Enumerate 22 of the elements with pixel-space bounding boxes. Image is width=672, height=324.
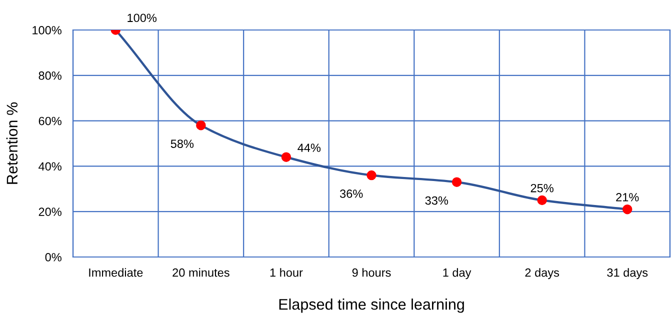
data-label: 44% [298,144,321,152]
y-tick-label: 80% [38,71,62,80]
x-tick-label: 9 hours [352,268,391,277]
data-label: 21% [616,193,639,202]
y-tick-label: 100% [32,26,62,34]
data-label: 25% [530,184,554,192]
x-axis-title: Elapsed time since learning [279,298,464,313]
x-tick-label: 20 minutes [172,268,230,277]
y-tick-label: 20% [38,208,62,216]
data-label: 36% [340,190,363,198]
y-tick-label: 0% [45,253,62,262]
x-tick-label: 2 days [525,268,560,280]
x-tick-label: 1 day [443,268,472,280]
y-axis-title: Retention % [6,102,18,184]
y-tick-label: 40% [38,162,62,171]
x-tick-label: 1 hour [270,268,303,277]
y-tick-label: 60% [38,116,62,126]
data-label: 100% [128,14,157,22]
x-tick-label: Immediate [89,268,143,277]
data-label: 33% [425,196,448,205]
x-tick-label: 31 days [607,268,648,280]
data-label: 58% [170,140,194,148]
